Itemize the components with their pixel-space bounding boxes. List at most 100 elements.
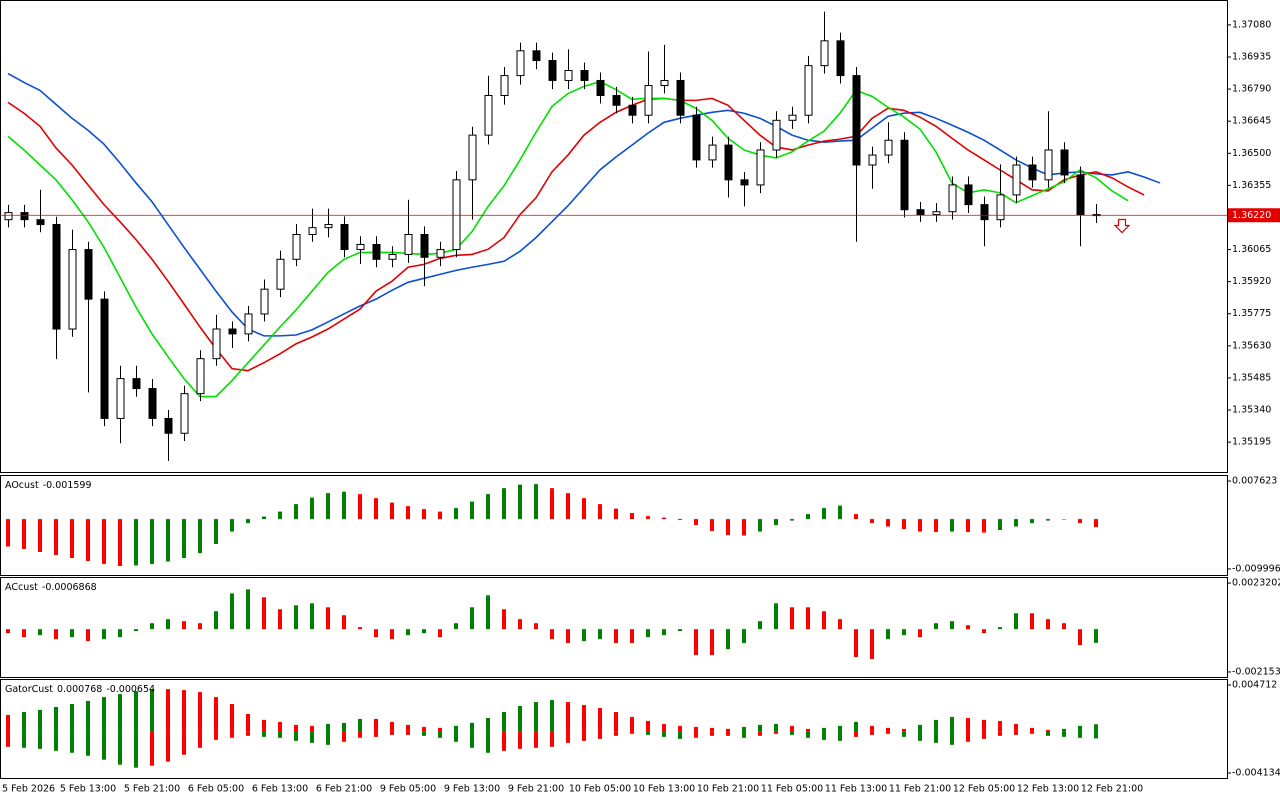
indicator-name: AOcust <box>5 480 39 491</box>
histogram-bar <box>598 731 602 739</box>
histogram-bar <box>966 731 970 742</box>
indicator-value: -0.000654 <box>106 684 155 695</box>
histogram-bar <box>934 719 938 732</box>
histogram-bar <box>886 731 890 734</box>
histogram-bar <box>102 629 106 640</box>
histogram-bar <box>86 701 90 732</box>
histogram-bar <box>678 725 682 732</box>
x-tick-label: 5 Feb 2026 <box>2 784 55 795</box>
histogram-bar <box>550 488 554 520</box>
histogram-bar <box>950 621 954 630</box>
candle-body <box>964 184 973 206</box>
histogram-bar <box>806 607 810 630</box>
histogram-bar <box>630 716 634 732</box>
y-tick-label: 1.36500 <box>1232 148 1271 159</box>
histogram-bar <box>134 731 138 768</box>
histogram-bar <box>22 519 26 550</box>
candle-body <box>356 243 365 251</box>
histogram-bar <box>22 731 26 748</box>
sell-arrow <box>1113 218 1131 234</box>
histogram-bar <box>214 519 218 545</box>
histogram-bar <box>406 724 410 732</box>
histogram-bar <box>262 719 266 732</box>
histogram-bar <box>326 607 330 630</box>
alligator-line <box>7 72 1161 337</box>
histogram-bar <box>342 615 346 630</box>
candle-body <box>484 95 493 136</box>
histogram-bar <box>790 731 794 735</box>
histogram-bar <box>390 731 394 735</box>
histogram-bar <box>566 629 570 644</box>
alligator-line <box>7 80 1129 398</box>
histogram-bar <box>438 511 442 520</box>
x-tick-label: 9 Feb 13:00 <box>444 784 500 795</box>
histogram-bar <box>582 498 586 520</box>
histogram-bar <box>806 514 810 520</box>
histogram-bar <box>310 725 314 732</box>
candle-body <box>340 224 349 251</box>
candle-body <box>1012 164 1021 196</box>
y-tick-label: 1.35195 <box>1232 437 1271 448</box>
histogram-bar <box>438 731 442 738</box>
histogram-bar <box>150 519 154 564</box>
histogram-bar <box>246 713 250 732</box>
y-tick-label: -0.004134 <box>1232 767 1280 778</box>
histogram-bar <box>326 731 330 745</box>
histogram-bar <box>854 629 858 657</box>
histogram-bar <box>566 493 570 520</box>
histogram-bar <box>358 731 362 738</box>
histogram-bar <box>742 731 746 738</box>
histogram-bar <box>102 519 106 564</box>
histogram-bar <box>342 491 346 520</box>
histogram-bar <box>54 629 58 640</box>
candle-body <box>196 358 205 395</box>
histogram-bar <box>838 725 842 732</box>
indicator-value: -0.001599 <box>43 480 92 491</box>
candle-body <box>756 149 765 186</box>
histogram-bar <box>1030 731 1034 734</box>
histogram-bar <box>998 627 1002 630</box>
candle-body <box>260 288 269 315</box>
histogram-bar <box>262 516 266 520</box>
histogram-bar <box>982 519 986 533</box>
histogram-bar <box>758 519 762 532</box>
histogram-bar <box>486 731 490 753</box>
candle-body <box>948 184 957 213</box>
main-pane <box>0 0 1228 473</box>
y-tick-label: 1.36935 <box>1232 51 1271 62</box>
histogram-bar <box>582 705 586 732</box>
histogram-bar <box>502 711 506 732</box>
histogram-bar <box>134 691 138 732</box>
histogram-bar <box>86 629 90 642</box>
histogram-bar <box>534 484 538 520</box>
histogram-bar <box>566 702 570 732</box>
histogram-bar <box>150 689 154 732</box>
y-tick-label: 1.36645 <box>1232 116 1271 127</box>
candle-body <box>52 224 61 330</box>
histogram-bar <box>1078 519 1082 524</box>
histogram-bar <box>70 629 74 638</box>
histogram-bar <box>630 629 634 644</box>
y-tick-label: 0.0023202 <box>1232 578 1280 589</box>
candle-body <box>1044 149 1053 181</box>
price-label: 1.36220 <box>1232 210 1271 221</box>
candle-body <box>4 212 13 221</box>
histogram-bar <box>518 731 522 749</box>
x-tick-label: 5 Feb 21:00 <box>124 784 180 795</box>
histogram-bar <box>422 509 426 520</box>
candle-body <box>884 139 893 156</box>
histogram-bar <box>646 629 650 638</box>
histogram-bar <box>550 731 554 747</box>
candle-body <box>516 50 525 77</box>
histogram-bar <box>406 506 410 520</box>
histogram-bar <box>102 731 106 760</box>
histogram-bar <box>518 706 522 732</box>
y-tick-label: 1.36065 <box>1232 244 1271 255</box>
histogram-bar <box>118 694 122 732</box>
histogram-bar <box>534 731 538 748</box>
histogram-bar <box>310 603 314 630</box>
histogram-bar <box>806 731 810 738</box>
histogram-bar <box>694 629 698 655</box>
candle-body <box>532 50 541 62</box>
